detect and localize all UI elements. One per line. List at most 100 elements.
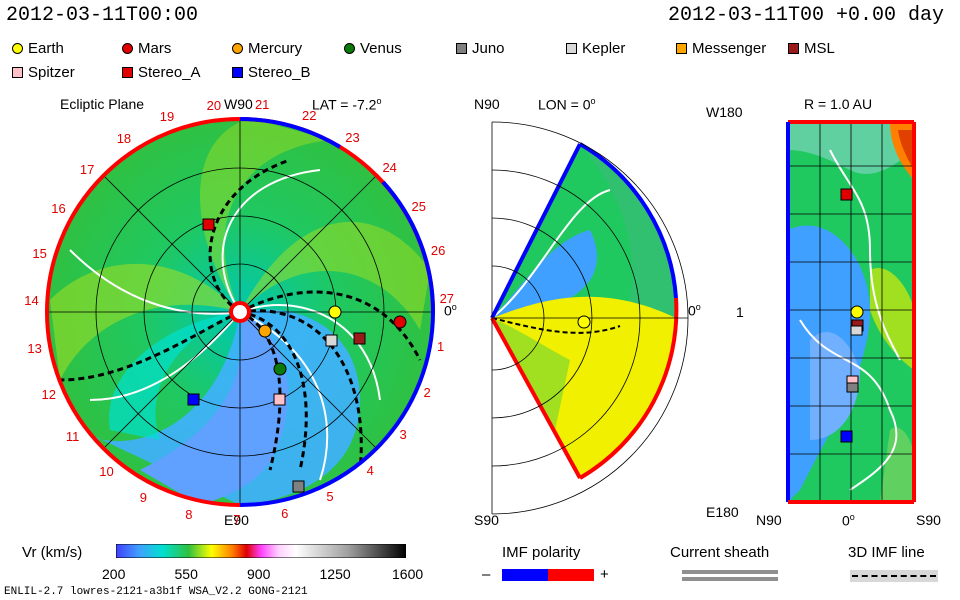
stereo-b-marker-map: [840, 430, 853, 443]
rotation-number: 14: [24, 293, 39, 309]
rotation-number: 8: [185, 506, 193, 522]
legend-label: MSL: [804, 40, 835, 57]
legend-label: Spitzer: [28, 64, 75, 81]
rotation-number: 27: [439, 290, 455, 306]
legend-marker-icon: [232, 67, 243, 78]
earth-marker-meridional: [577, 315, 591, 329]
current-sheath-swatch-2: [682, 577, 778, 581]
right-timestamp: 2012-03-11T00 +0.00 day: [667, 4, 944, 27]
rotation-number: 19: [159, 108, 175, 124]
legend-label: Mars: [138, 40, 172, 57]
imf3d-title: 3D IMF line: [848, 544, 925, 561]
legend-marker-icon: [788, 43, 799, 54]
legend-marker-icon: [566, 43, 577, 54]
imf3d-dash: [852, 575, 936, 577]
legend-label: Mercury: [248, 40, 303, 57]
rotation-number: 10: [99, 464, 114, 480]
left-timestamp: 2012-03-11T00:00: [6, 4, 199, 27]
mercury-marker: [258, 324, 272, 338]
map-title: R = 1.0 AU: [804, 96, 873, 112]
colorbar-tick: 1600: [392, 566, 424, 582]
model-footer: ENLIL-2.7 lowres-2121-a3b1f WSA_V2.2 GON…: [4, 586, 308, 598]
venus-marker: [273, 362, 287, 376]
rotation-number: 24: [382, 160, 397, 176]
ecliptic-lat-label: LAT = -7.2o: [312, 96, 382, 113]
ecliptic-bottom-label: E90: [224, 512, 249, 528]
stereo-a-marker-map: [840, 188, 853, 201]
legend-marker-icon: [456, 43, 467, 54]
rotation-number: 16: [51, 201, 66, 217]
colorbar-tick: 550: [174, 566, 198, 582]
colorbar-tick: 200: [102, 566, 126, 582]
current-sheath-title: Current sheath: [670, 544, 770, 561]
legend-item-mars: Mars: [122, 40, 171, 57]
map-x-right: S90: [916, 512, 941, 528]
legend-item-venus: Venus: [344, 40, 402, 57]
rotation-number: 12: [41, 387, 56, 403]
stereo-a-marker: [202, 218, 215, 231]
meridional-plane-plot: [490, 121, 689, 515]
legend-item-mercury: Mercury: [232, 40, 302, 57]
legend-item-kepler: Kepler: [566, 40, 625, 57]
sun-marker: [229, 301, 251, 323]
rotation-number: 18: [116, 130, 132, 146]
rotation-number: 20: [206, 97, 222, 113]
rotation-number: 25: [411, 198, 426, 214]
legend-item-msl: MSL: [788, 40, 835, 57]
juno-marker-map: [846, 382, 859, 393]
colorbar-tick: 900: [247, 566, 271, 582]
rotation-number: 22: [302, 108, 317, 124]
rotation-number: 21: [254, 97, 270, 113]
imf-polarity-title: IMF polarity: [502, 544, 581, 561]
legend-label: Kepler: [582, 40, 626, 57]
imf-plus-label: +: [600, 566, 609, 583]
rotation-number: 4: [366, 462, 374, 478]
earth-marker-map: [850, 305, 864, 319]
spitzer-marker: [273, 393, 286, 406]
legend-item-stereo-b: Stereo_B: [232, 64, 311, 81]
legend-label: Messenger: [692, 40, 767, 57]
legend-marker-icon: [12, 43, 23, 54]
ecliptic-title: Ecliptic Plane: [60, 96, 145, 112]
meridional-bottom-label: S90: [474, 512, 499, 528]
legend-item-spitzer: Spitzer: [12, 64, 75, 81]
map-y-bottom: E180: [706, 504, 739, 520]
imf-minus-label: –: [482, 566, 491, 583]
rotation-number: 9: [139, 490, 147, 506]
legend-marker-icon: [232, 43, 243, 54]
legend-label: Juno: [472, 40, 505, 57]
legend-item-juno: Juno: [456, 40, 505, 57]
colorbar-label: Vr (km/s): [22, 544, 83, 561]
map-x-left: N90: [756, 512, 782, 528]
legend-item-stereo-a: Stereo_A: [122, 64, 201, 81]
stereo-b-marker: [187, 393, 200, 406]
rotation-number: 5: [326, 489, 334, 505]
rotation-number: 6: [281, 506, 289, 522]
rotation-number: 15: [32, 245, 47, 261]
map-y-top: W180: [706, 104, 743, 120]
imf-negative-swatch: [502, 569, 548, 581]
legend-marker-icon: [12, 67, 23, 78]
legend-label: Stereo_B: [248, 64, 311, 81]
rotation-number: 26: [430, 243, 446, 259]
rotation-number: 11: [65, 429, 80, 445]
velocity-colorbar: [116, 544, 406, 558]
meridional-right-label: 0o: [688, 302, 701, 319]
kepler-marker-map: [850, 325, 863, 336]
map-x-mid: 0o: [842, 512, 855, 529]
earth-marker: [328, 305, 342, 319]
ecliptic-plane-plot: [45, 117, 436, 507]
legend-label: Stereo_A: [138, 64, 201, 81]
legend-label: Venus: [360, 40, 402, 57]
rotation-number: 3: [399, 427, 407, 443]
rotation-number: 23: [345, 129, 360, 145]
legend-item-earth: Earth: [12, 40, 64, 57]
msl-marker: [353, 332, 366, 345]
legend-label: Earth: [28, 40, 64, 57]
rotation-number: 17: [79, 162, 95, 178]
imf-positive-swatch: [548, 569, 594, 581]
legend-marker-icon: [122, 43, 133, 54]
kepler-marker: [325, 334, 338, 347]
mars-marker: [393, 315, 407, 329]
rotation-number: 13: [27, 341, 42, 357]
